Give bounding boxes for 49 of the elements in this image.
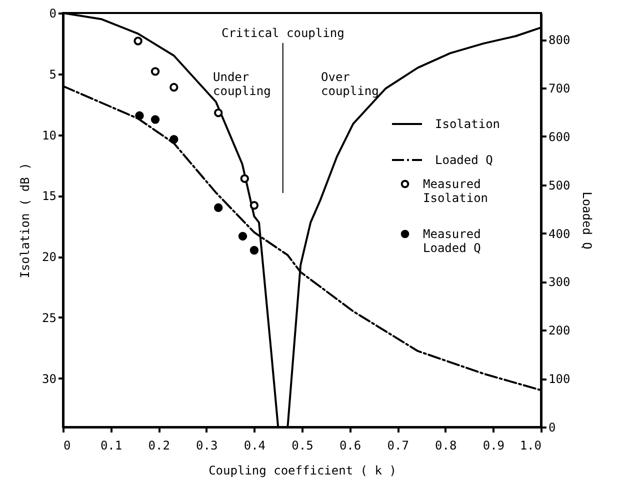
point bbox=[134, 36, 142, 46]
x-tick-label: 0.7 bbox=[387, 438, 409, 452]
y2-tick-label: 100 bbox=[548, 372, 570, 386]
point bbox=[170, 135, 178, 144]
x-tick-label: 0.1 bbox=[100, 438, 122, 452]
y-tick-label: 25 bbox=[42, 310, 56, 325]
legend-label: Loaded Q bbox=[435, 153, 493, 167]
x-tick-label: 0.4 bbox=[244, 438, 266, 452]
y-tick-label: 30 bbox=[42, 372, 56, 386]
point bbox=[240, 174, 249, 183]
y2-tick-label: 0 bbox=[548, 420, 556, 434]
point bbox=[150, 67, 160, 76]
annotation: Under coupling bbox=[213, 70, 271, 98]
y2-tick-label: 800 bbox=[548, 33, 570, 48]
y2-tick-label: 400 bbox=[548, 226, 570, 241]
y-tick-label: 10 bbox=[42, 128, 56, 142]
x-tick-label: 0.5 bbox=[292, 438, 314, 452]
annotation: Over coupling bbox=[321, 70, 379, 98]
y2-axis-title: Loaded Q bbox=[580, 192, 594, 250]
y2-tick-label: 300 bbox=[548, 275, 570, 290]
legend-label: Measured Loaded Q bbox=[423, 227, 481, 255]
legend-label: Isolation bbox=[435, 117, 500, 131]
y-tick-label: 0 bbox=[49, 6, 56, 20]
x-tick-label: 0.8 bbox=[435, 438, 457, 452]
y2-tick-label: 200 bbox=[548, 324, 570, 338]
y-tick-label: 15 bbox=[42, 189, 56, 204]
y2-tick-label: 600 bbox=[548, 130, 570, 144]
x-tick-label: 0 bbox=[64, 438, 71, 452]
point bbox=[238, 232, 248, 241]
point bbox=[170, 82, 178, 92]
x-tick-label: 0.6 bbox=[339, 438, 362, 452]
point bbox=[214, 203, 223, 212]
y2-tick-label: 500 bbox=[548, 178, 570, 192]
ref-line-label: Critical coupling bbox=[221, 26, 344, 40]
point bbox=[135, 111, 144, 120]
y2-tick-label: 700 bbox=[548, 82, 570, 96]
x-tick-label: 0.3 bbox=[196, 438, 218, 452]
y-tick-label: 5 bbox=[49, 67, 56, 82]
point bbox=[150, 115, 160, 124]
legend-label: Measured Isolation bbox=[423, 177, 488, 205]
x-tick-label: 1.0 bbox=[520, 438, 542, 452]
y-axis-title: Isolation ( dB ) bbox=[18, 162, 32, 278]
point bbox=[214, 108, 223, 118]
y-tick-label: 20 bbox=[42, 250, 56, 264]
x-tick-label: 0.9 bbox=[482, 438, 505, 452]
x-tick-label: 0.2 bbox=[148, 438, 170, 452]
x-axis-title: Coupling coefficient ( k ) bbox=[208, 464, 396, 478]
point bbox=[250, 201, 259, 210]
point bbox=[250, 246, 259, 255]
